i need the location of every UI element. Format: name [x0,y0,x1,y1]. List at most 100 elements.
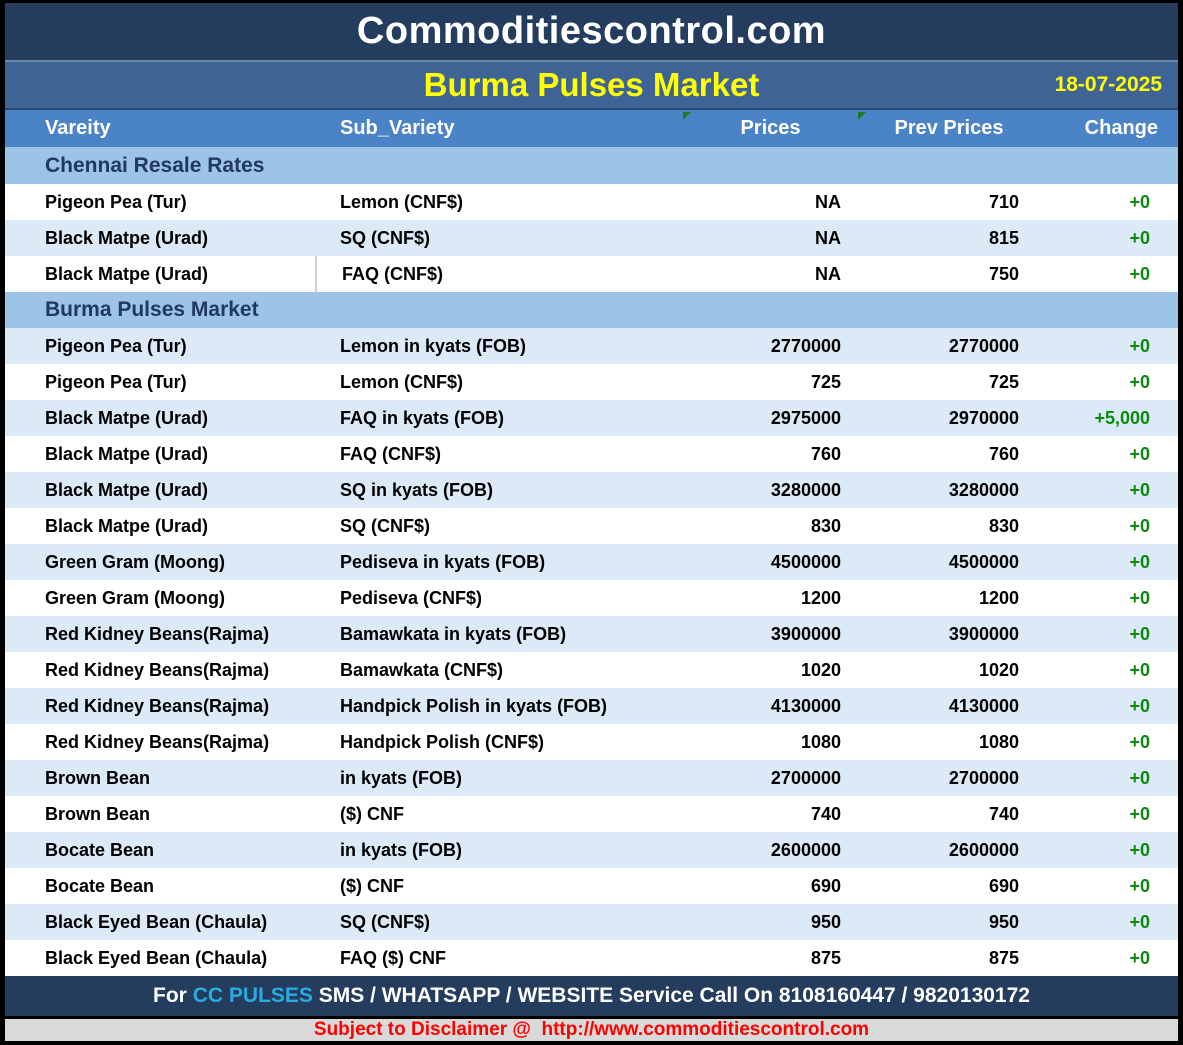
prev-price-cell: 830 [988,515,1019,536]
prev-price-cell: 710 [988,191,1019,212]
prev-price-cell: 1080 [978,731,1019,752]
price-cell: 740 [810,803,841,824]
prev-price-cell: 760 [988,443,1019,464]
table-row: Black Matpe (Urad) SQ (CNF$) 830 830 +0 [5,508,1178,544]
prev-price-cell: 3900000 [948,623,1019,644]
service-brand: CC PULSES [192,984,313,1007]
prev-price-cell: 2700000 [948,767,1019,788]
prev-price-cell: 740 [988,803,1019,824]
change-cell: +0 [1129,551,1150,572]
sub-variety-cell: FAQ (CNF$) [340,443,441,464]
prev-price-cell: 950 [988,911,1019,932]
sub-variety-cell: FAQ (CNF$) [315,256,683,292]
price-cell: 830 [810,515,841,536]
variety-cell: Green Gram (Moong) [45,551,226,572]
change-cell: +0 [1129,191,1150,212]
change-cell: +0 [1129,263,1150,284]
sub-variety-cell: FAQ in kyats (FOB) [340,407,505,428]
table-row: Bocate Bean in kyats (FOB) 2600000 2600000 +… [5,832,1178,868]
change-cell: +0 [1129,623,1150,644]
column-header-change-label: Change [1084,117,1158,139]
table-row: Red Kidney Beans(Rajma) Handpick Polish (… [5,724,1178,760]
price-cell: NA [815,263,841,284]
table-row: Red Kidney Beans(Rajma) Bamawkata in kyat… [5,616,1178,652]
table-row: Black Eyed Bean (Chaula) SQ (CNF$) 950 950 +… [5,904,1178,940]
price-cell: 760 [810,443,841,464]
prev-price-cell: 3280000 [948,479,1019,500]
table-row: Pigeon Pea (Tur) Lemon (CNF$) 725 725 +0 [5,364,1178,400]
column-header-sub-variety-label: Sub_Variety [340,117,455,139]
table-row: Black Eyed Bean (Chaula) FAQ ($) CNF 875 87… [5,940,1178,976]
column-header-change: Change [1040,110,1178,147]
prev-price-cell: 725 [988,371,1019,392]
sub-variety-cell: Bamawkata in kyats (FOB) [340,623,567,644]
change-cell: +0 [1129,695,1150,716]
prev-price-cell: 4130000 [948,695,1019,716]
sub-variety-cell: in kyats (FOB) [340,767,463,788]
price-cell: 950 [810,911,841,932]
comment-marker-icon [683,112,691,120]
table-row: Black Matpe (Urad) SQ (CNF$) NA 815 +0 [5,220,1178,256]
price-cell: 875 [810,947,841,968]
sub-variety-cell: SQ (CNF$) [340,227,430,248]
sub-variety-cell: Bamawkata (CNF$) [340,659,504,680]
disclaimer-bar: Subject to Disclaimer @ http://www.commo… [5,1019,1178,1041]
table-row: Red Kidney Beans(Rajma) Handpick Polish i… [5,688,1178,724]
variety-cell: Bocate Bean [45,839,155,860]
disclaimer-link[interactable]: Subject to Disclaimer @ http://www.commo… [313,1019,870,1040]
service-text-prefix: For [153,984,193,1007]
change-cell: +0 [1129,875,1150,896]
change-cell: +0 [1129,335,1150,356]
report-title-bar: Burma Pulses Market 18-07-2025 [5,60,1178,108]
price-cell: 2700000 [770,767,841,788]
price-cell: 4130000 [770,695,841,716]
table-row: Black Matpe (Urad) FAQ (CNF$) NA 750 +0 [5,256,1178,292]
change-cell: +5,000 [1094,407,1150,428]
price-cell: NA [815,227,841,248]
section-header: Burma Pulses Market [5,292,1178,328]
sub-variety-cell: ($) CNF [340,803,404,824]
table-body: Chennai Resale Rates Pigeon Pea (Tur) Lemo… [5,147,1178,976]
column-header-prices: Prices [683,110,858,147]
report-date: 18-07-2025 [1054,73,1162,96]
site-title-bar: Commoditiescontrol.com [5,3,1178,60]
variety-cell: Pigeon Pea (Tur) [45,371,187,392]
column-header-prev-prices-label: Prev Prices [894,117,1004,139]
table-row: Green Gram (Moong) Pediseva (CNF$) 1200 120… [5,580,1178,616]
price-cell: 3280000 [770,479,841,500]
prev-price-cell: 1200 [978,587,1019,608]
variety-cell: Brown Bean [45,803,151,824]
variety-cell: Pigeon Pea (Tur) [45,191,187,212]
prev-price-cell: 875 [988,947,1019,968]
prev-price-cell: 750 [988,263,1019,284]
prev-price-cell: 4500000 [948,551,1019,572]
sub-variety-cell: SQ (CNF$) [340,515,430,536]
variety-cell: Black Matpe (Urad) [45,227,209,248]
column-header-prices-label: Prices [740,117,801,139]
prev-price-cell: 2600000 [948,839,1019,860]
sub-variety-cell: in kyats (FOB) [340,839,463,860]
change-cell: +0 [1129,587,1150,608]
table-row: Pigeon Pea (Tur) Lemon in kyats (FOB) 2770… [5,328,1178,364]
variety-cell: Red Kidney Beans(Rajma) [45,695,270,716]
prev-price-cell: 1020 [978,659,1019,680]
variety-cell: Brown Bean [45,767,151,788]
variety-cell: Red Kidney Beans(Rajma) [45,623,270,644]
table-row: Bocate Bean ($) CNF 690 690 +0 [5,868,1178,904]
variety-cell: Black Eyed Bean (Chaula) [45,911,268,932]
table-row: Black Matpe (Urad) FAQ (CNF$) 760 760 +0 [5,436,1178,472]
change-cell: +0 [1129,767,1150,788]
change-cell: +0 [1129,839,1150,860]
sub-variety-cell: ($) CNF [340,875,404,896]
column-header-sub-variety: Sub_Variety [315,110,683,147]
sub-variety-cell: Pediseva in kyats (FOB) [340,551,546,572]
price-cell: NA [815,191,841,212]
change-cell: +0 [1129,731,1150,752]
table-row: Brown Bean ($) CNF 740 740 +0 [5,796,1178,832]
sub-variety-cell: FAQ ($) CNF [340,947,446,968]
variety-cell: Pigeon Pea (Tur) [45,335,187,356]
sub-variety-cell: Pediseva (CNF$) [340,587,483,608]
price-cell: 1080 [800,731,841,752]
variety-cell: Black Matpe (Urad) [45,479,209,500]
prev-price-cell: 815 [988,227,1019,248]
